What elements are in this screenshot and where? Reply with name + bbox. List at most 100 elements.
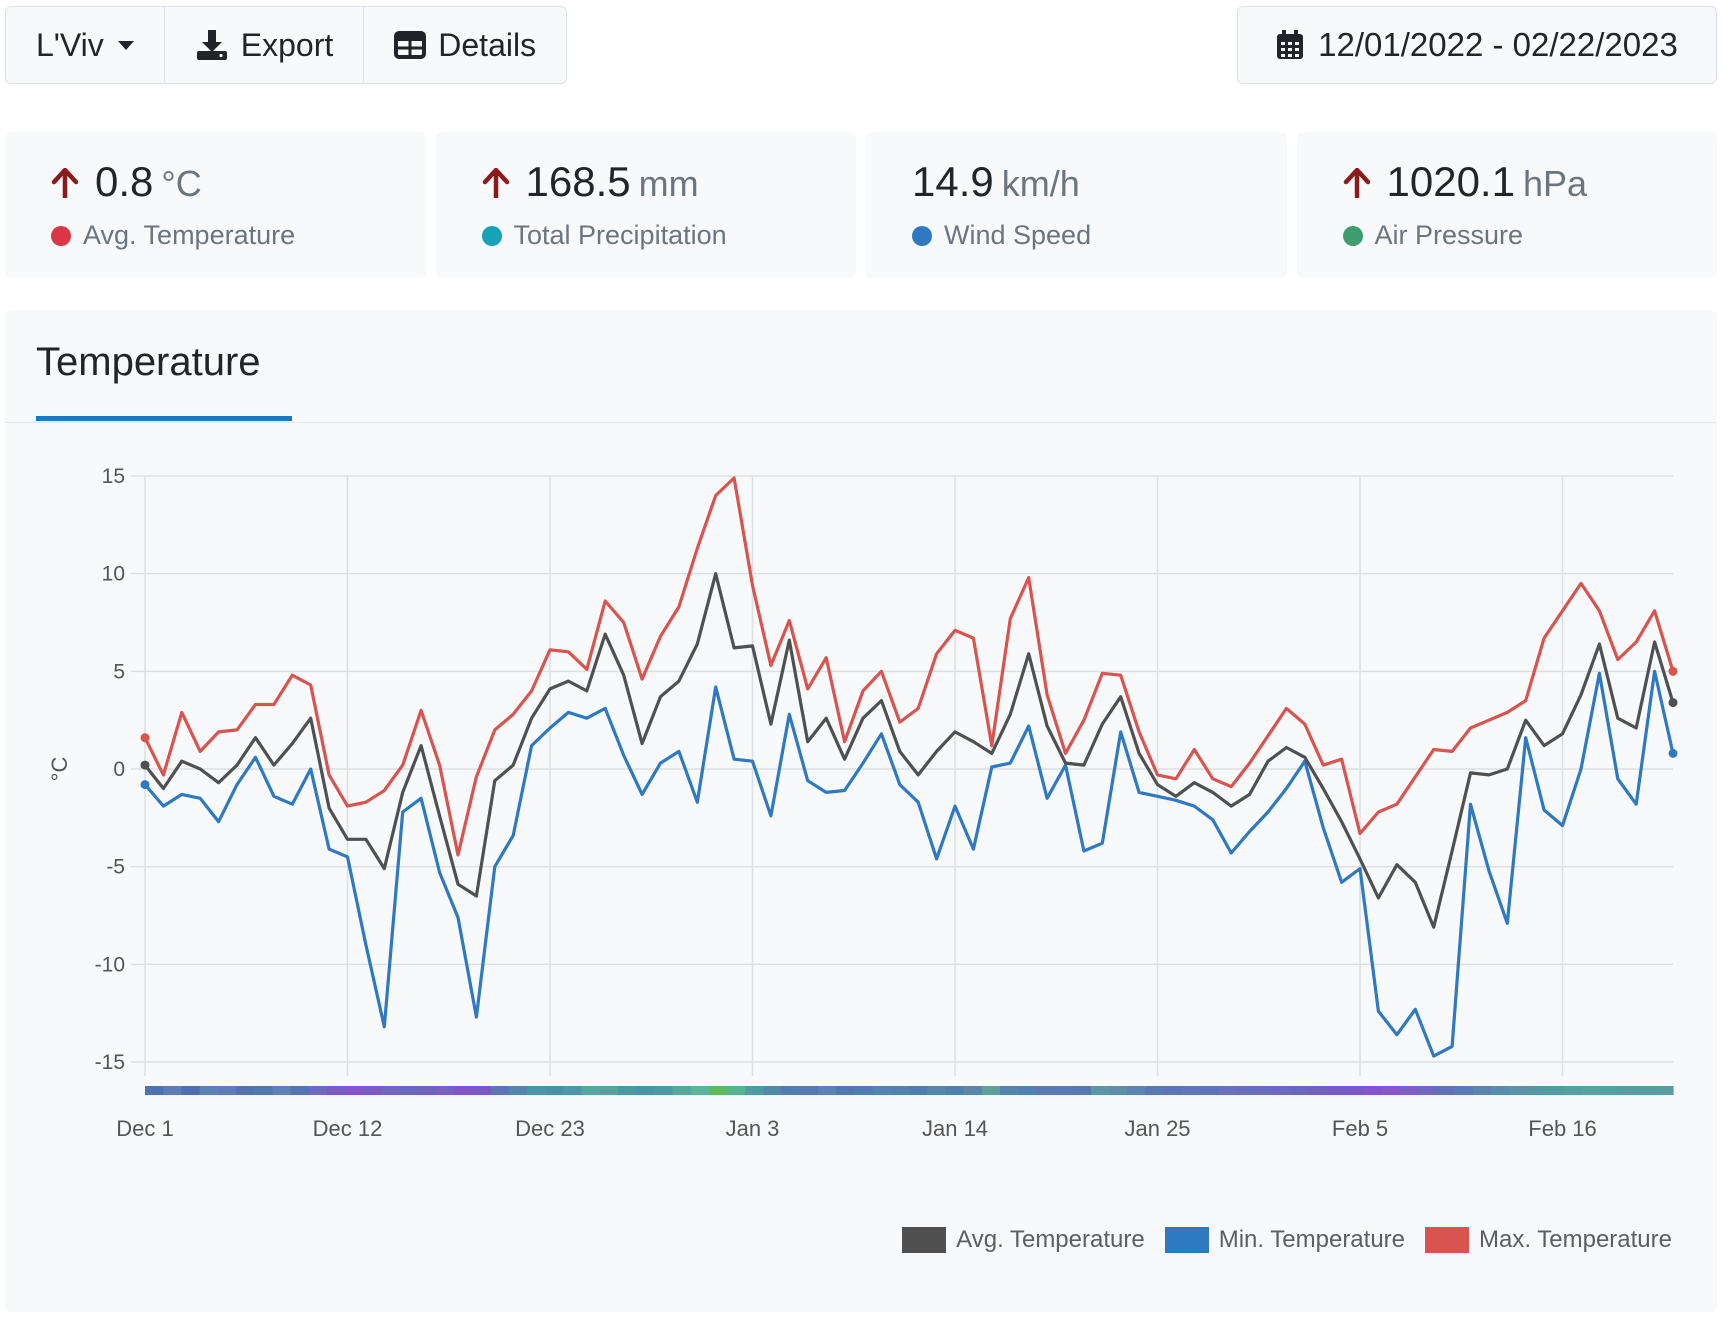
color-strip-segment — [781, 1086, 801, 1095]
legend-item-max[interactable]: Max. Temperature — [1425, 1226, 1672, 1254]
series-line-max — [143, 476, 1675, 857]
legend-item-avg[interactable]: Avg. Temperature — [902, 1226, 1145, 1254]
color-strip-segment — [890, 1086, 910, 1095]
color-strip-segment — [617, 1086, 637, 1095]
status-dot — [481, 225, 502, 246]
tab-temperature[interactable]: Temperature — [36, 340, 261, 384]
color-strip-segment — [1109, 1086, 1128, 1095]
color-strip-segment — [763, 1086, 783, 1095]
color-strip-segment — [1381, 1086, 1401, 1095]
x-tick-label: Feb 5 — [1332, 1116, 1388, 1141]
y-tick-label: 15 — [102, 465, 125, 488]
color-strip-segment — [472, 1086, 492, 1095]
color-strip-segment — [1418, 1086, 1438, 1095]
color-strip-segment — [454, 1086, 474, 1095]
color-strip-segment — [1272, 1086, 1292, 1095]
series-point-start — [140, 760, 150, 770]
color-strip-segment — [1072, 1086, 1092, 1095]
color-strip-segment — [163, 1086, 182, 1095]
color-strip-segment — [1163, 1086, 1183, 1095]
color-strip-segment — [1436, 1086, 1456, 1095]
y-tick-label: -15 — [95, 1051, 125, 1074]
color-strip-segment — [599, 1086, 619, 1095]
color-strip-segment — [1636, 1086, 1656, 1095]
stat-value: 1020.1 — [1386, 158, 1515, 205]
details-button[interactable]: Details — [364, 7, 566, 83]
location-label: L'Viv — [36, 26, 104, 63]
color-strip-segment — [927, 1086, 946, 1095]
color-strip-segment — [909, 1086, 928, 1095]
location-dropdown[interactable]: L'Viv — [6, 7, 165, 83]
color-strip-segment — [854, 1086, 874, 1095]
stat-unit: °C — [161, 163, 202, 204]
x-tick-label: Jan 3 — [726, 1116, 780, 1141]
color-strip-segment — [326, 1086, 346, 1095]
color-strip-segment — [1254, 1086, 1274, 1095]
color-strip-segment — [381, 1086, 401, 1095]
details-label: Details — [438, 26, 537, 63]
color-strip-segment — [836, 1086, 856, 1095]
stat-unit: hPa — [1522, 163, 1588, 204]
stats-cards: 0.8 °C Avg. Temperature 168.5 mm Total P… — [5, 132, 1717, 278]
series-point-end — [1668, 698, 1678, 708]
color-strip-segment — [308, 1086, 328, 1095]
arrow-up-icon — [482, 168, 509, 198]
color-strip-segment — [181, 1086, 201, 1095]
y-axis-label: °C — [47, 757, 72, 782]
color-strip-segment — [818, 1086, 837, 1095]
export-label: Export — [240, 26, 334, 63]
stat-value: 168.5 — [525, 158, 631, 205]
legend-swatch — [1425, 1227, 1470, 1253]
color-strip-segment — [1491, 1086, 1510, 1095]
stat-unit: km/h — [1001, 163, 1080, 204]
color-strip-segment — [490, 1086, 510, 1095]
x-tick-label: Jan 25 — [1124, 1116, 1190, 1141]
color-strip-segment — [963, 1086, 983, 1095]
color-strip-segment — [563, 1086, 583, 1095]
color-strip-segment — [1018, 1086, 1037, 1095]
status-dot — [912, 225, 932, 246]
color-strip-segment — [1509, 1086, 1529, 1095]
color-strip-segment — [1582, 1086, 1601, 1095]
date-range-label: 12/01/2022 - 02/22/2023 — [1318, 26, 1678, 63]
legend-item-min[interactable]: Min. Temperature — [1164, 1226, 1405, 1254]
color-strip-segment — [1236, 1086, 1256, 1095]
temperature-chart: 15 10 5 0 -5 -10 -15 Dec 1 Dec 12 Dec 23 Jan 3 Jan … — [47, 465, 1678, 1141]
color-strip-segment — [727, 1086, 746, 1095]
color-strip-segment — [654, 1086, 674, 1095]
export-button[interactable]: Export — [165, 7, 365, 83]
color-strip-segment — [981, 1086, 1001, 1095]
color-strip-segment — [945, 1086, 965, 1095]
series-line-avg — [143, 572, 1675, 929]
date-range-button[interactable]: 12/01/2022 - 02/22/2023 — [1237, 6, 1717, 84]
color-strip-segment — [527, 1086, 546, 1095]
temperature-panel: Temperature 15 10 5 0 -5 -10 -15 Dec 1 Dec 12 Dec… — [5, 310, 1717, 1312]
status-dot — [51, 225, 71, 246]
color-strip-segment — [290, 1086, 310, 1095]
color-strip-segment — [1400, 1086, 1419, 1095]
color-strip-segment — [145, 1086, 164, 1095]
status-dot — [1342, 225, 1363, 246]
series-point-start — [140, 780, 150, 790]
color-strip-segment — [436, 1086, 455, 1095]
color-strip-segment — [217, 1086, 237, 1095]
color-strip-segment — [690, 1086, 710, 1095]
color-strip-segment — [1181, 1086, 1201, 1095]
arrow-up-icon — [1343, 168, 1370, 198]
stat-card-pressure: 1020.1 hPa Air Pressure — [1296, 132, 1717, 278]
color-strip-segment — [799, 1086, 819, 1095]
color-strip-segment — [1600, 1086, 1620, 1095]
color-strip-segment — [1036, 1086, 1056, 1095]
y-tick-label: 5 — [113, 660, 125, 683]
color-strip-segment — [872, 1086, 892, 1095]
color-strip-segment — [1127, 1086, 1147, 1095]
series-line-min — [143, 669, 1675, 1058]
color-strip-segment — [1291, 1086, 1310, 1095]
color-strip-segment — [1327, 1086, 1347, 1095]
color-strip-segment — [1309, 1086, 1328, 1095]
chart-legend: Avg. Temperature Min. Temperature Max. T… — [902, 1226, 1672, 1254]
color-strip-segment — [1218, 1086, 1238, 1095]
legend-label: Avg. Temperature — [956, 1226, 1145, 1253]
color-strip-segment — [399, 1086, 419, 1095]
stat-unit: mm — [638, 163, 699, 204]
